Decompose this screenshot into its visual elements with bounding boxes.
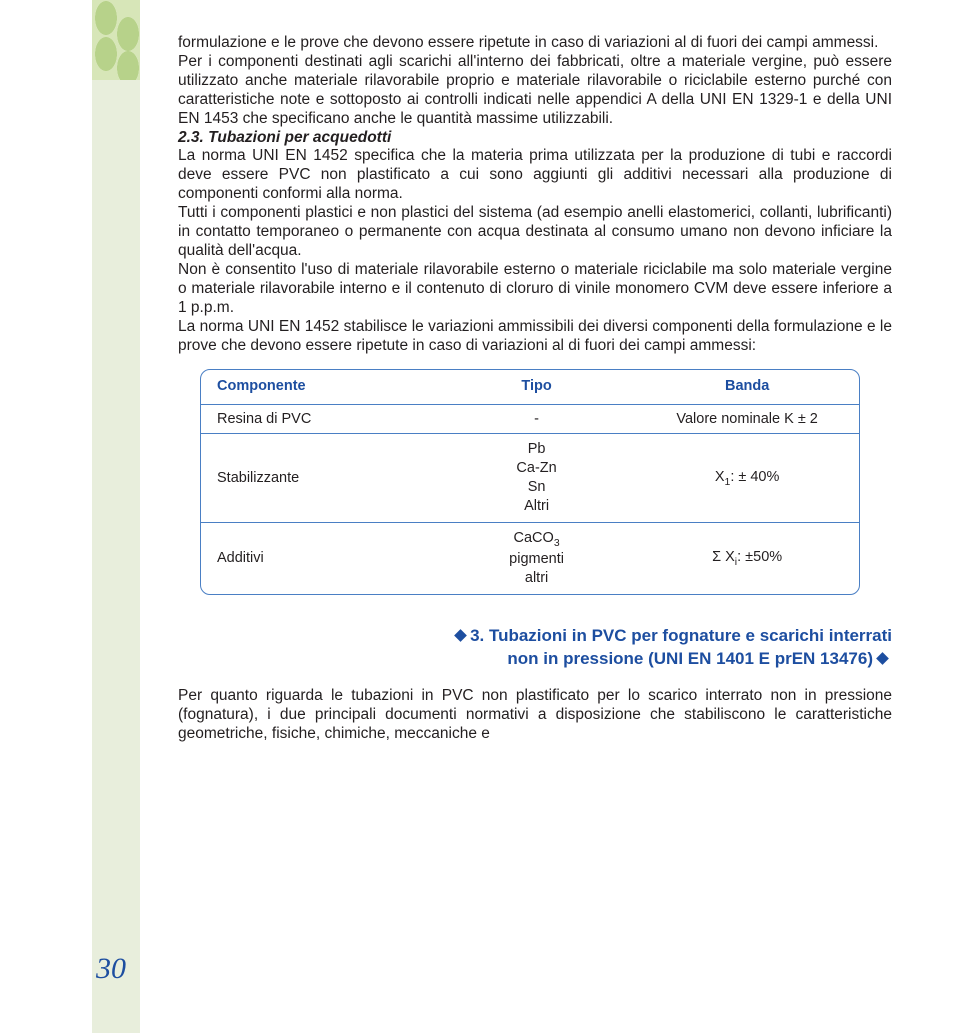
table-header-cell: Tipo bbox=[438, 370, 635, 405]
table-header-row: Componente Tipo Banda bbox=[201, 370, 859, 405]
table-cell: Σ Xi: ±50% bbox=[635, 522, 859, 594]
table-header-cell: Banda bbox=[635, 370, 859, 405]
page-content: formulazione e le prove che devono esser… bbox=[178, 34, 892, 744]
paragraph: La norma UNI EN 1452 stabilisce le varia… bbox=[178, 318, 892, 356]
diamond-icon bbox=[454, 630, 467, 643]
paragraph: Tutti i componenti plastici e non plasti… bbox=[178, 204, 892, 261]
table-cell: Additivi bbox=[201, 522, 438, 594]
paragraph: formulazione e le prove che devono esser… bbox=[178, 34, 892, 53]
table-row: Resina di PVC - Valore nominale K ± 2 bbox=[201, 405, 859, 434]
sidebar-decorative-art bbox=[92, 0, 140, 80]
table-cell: CaCO3pigmentialtri bbox=[438, 522, 635, 594]
subsection-title: 2.3. Tubazioni per acquedotti bbox=[178, 129, 391, 146]
table-cell: Stabilizzante bbox=[201, 434, 438, 522]
paragraph: La norma UNI EN 1452 specifica che la ma… bbox=[178, 147, 892, 204]
table-cell: Valore nominale K ± 2 bbox=[635, 405, 859, 434]
table-row: Stabilizzante PbCa-ZnSnAltri X1: ± 40% bbox=[201, 434, 859, 522]
heading-line: 3. Tubazioni in PVC per fognature e scar… bbox=[470, 626, 892, 645]
table-cell: PbCa-ZnSnAltri bbox=[438, 434, 635, 522]
paragraph: Per quanto riguarda le tubazioni in PVC … bbox=[178, 687, 892, 744]
table-cell: X1: ± 40% bbox=[635, 434, 859, 522]
paragraph: Per i componenti destinati agli scarichi… bbox=[178, 53, 892, 129]
body-text-block: formulazione e le prove che devono esser… bbox=[178, 34, 892, 355]
table: Componente Tipo Banda Resina di PVC - Va… bbox=[201, 370, 859, 594]
table-row: Additivi CaCO3pigmentialtri Σ Xi: ±50% bbox=[201, 522, 859, 594]
formulation-table: Componente Tipo Banda Resina di PVC - Va… bbox=[200, 369, 860, 595]
table-cell: - bbox=[438, 405, 635, 434]
heading-line: non in pressione (UNI EN 1401 E prEN 134… bbox=[507, 649, 873, 668]
sidebar-strip bbox=[92, 0, 140, 1033]
diamond-icon bbox=[876, 653, 889, 666]
paragraph: Non è consentito l'uso di materiale rila… bbox=[178, 261, 892, 318]
bottom-paragraph: Per quanto riguarda le tubazioni in PVC … bbox=[178, 687, 892, 744]
table-cell: Resina di PVC bbox=[201, 405, 438, 434]
page-number: 30 bbox=[96, 952, 126, 986]
section-heading: 3. Tubazioni in PVC per fognature e scar… bbox=[178, 625, 892, 671]
paragraph: 2.3. Tubazioni per acquedotti bbox=[178, 129, 892, 148]
table-header-cell: Componente bbox=[201, 370, 438, 405]
